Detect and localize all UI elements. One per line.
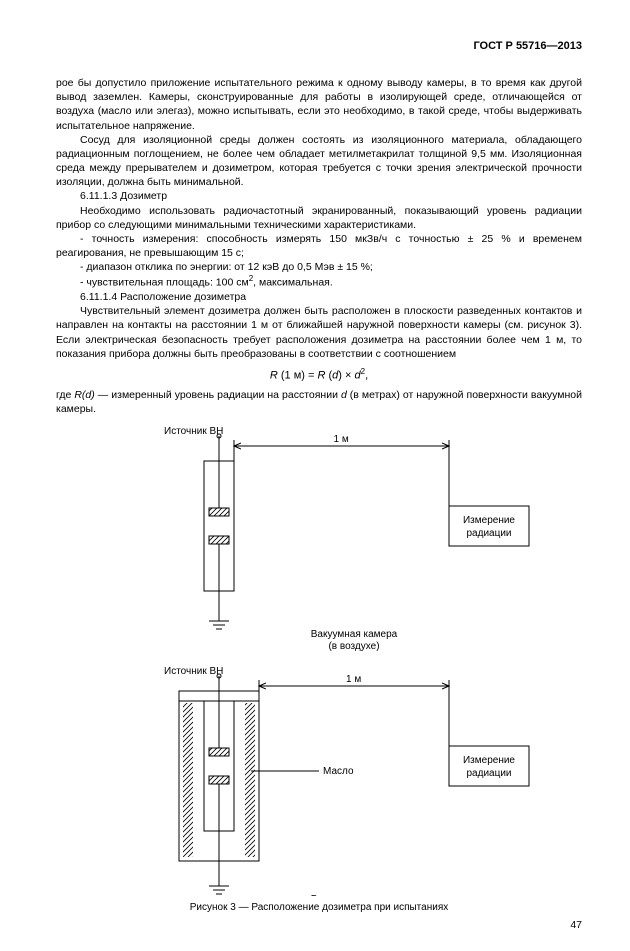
- formula-txt3: ) ×: [338, 370, 354, 382]
- svg-text:Масло: Масло: [323, 766, 354, 777]
- li3-text-b: , максимальная.: [253, 277, 333, 289]
- paragraph-4: Чувствительный элемент дозиметра должен …: [56, 304, 582, 361]
- formula-r1: R: [270, 370, 278, 382]
- figure-3: Источник ВН 1 м Измерение радиации Вакуумная…: [56, 426, 582, 896]
- paragraph-2: Сосуд для изоляционной среды должен сост…: [56, 133, 582, 190]
- svg-text:радиации: радиации: [466, 768, 511, 779]
- li3-text-a: - чувствительная площадь: 100 см: [80, 277, 249, 289]
- list-item-3: - чувствительная площадь: 100 см2, макси…: [56, 274, 582, 290]
- svg-text:Вакуумная камера: Вакуумная камера: [311, 894, 398, 896]
- svg-text:(в воздухе): (в воздухе): [328, 641, 379, 652]
- svg-text:1 м: 1 м: [346, 674, 361, 685]
- paragraph-1: рое бы допустило приложение испытательно…: [56, 76, 582, 133]
- svg-text:1 м: 1 м: [334, 434, 349, 445]
- p5-a: где: [56, 389, 74, 401]
- p5-c: — измеренный уровень радиации на расстоя…: [95, 389, 341, 401]
- svg-text:Источник ВН: Источник ВН: [164, 666, 223, 677]
- svg-text:Вакуумная камера: Вакуумная камера: [311, 629, 398, 640]
- p5-b: R(d): [74, 389, 94, 401]
- svg-text:Источник ВН: Источник ВН: [164, 426, 223, 437]
- formula-comma: ,: [365, 370, 368, 382]
- paragraph-5: где R(d) — измеренный уровень радиации н…: [56, 388, 582, 416]
- list-item-2: - диапазон отклика по энергии: от 12 кэВ…: [56, 260, 582, 274]
- doc-header: ГОСТ Р 55716—2013: [56, 40, 582, 52]
- figure-caption: Рисунок 3 — Расположение дозиметра при и…: [56, 902, 582, 913]
- page-number: 47: [56, 919, 582, 931]
- svg-text:радиации: радиации: [466, 528, 511, 539]
- formula: R (1 м) = R (d) × d2,: [56, 367, 582, 382]
- formula-txt1: (1 м) =: [278, 370, 318, 382]
- paragraph-3: Необходимо использовать радиочастотный э…: [56, 204, 582, 232]
- svg-text:Измерение: Измерение: [463, 755, 515, 766]
- list-item-1: - точность измерения: способность измеря…: [56, 232, 582, 260]
- heading-dosimeter: 6.11.1.3 Дозиметр: [56, 189, 582, 203]
- heading-layout: 6.11.1.4 Расположение дозиметра: [56, 290, 582, 304]
- figure-svg: Источник ВН 1 м Измерение радиации Вакуумная…: [89, 426, 549, 896]
- svg-text:Измерение: Измерение: [463, 515, 515, 526]
